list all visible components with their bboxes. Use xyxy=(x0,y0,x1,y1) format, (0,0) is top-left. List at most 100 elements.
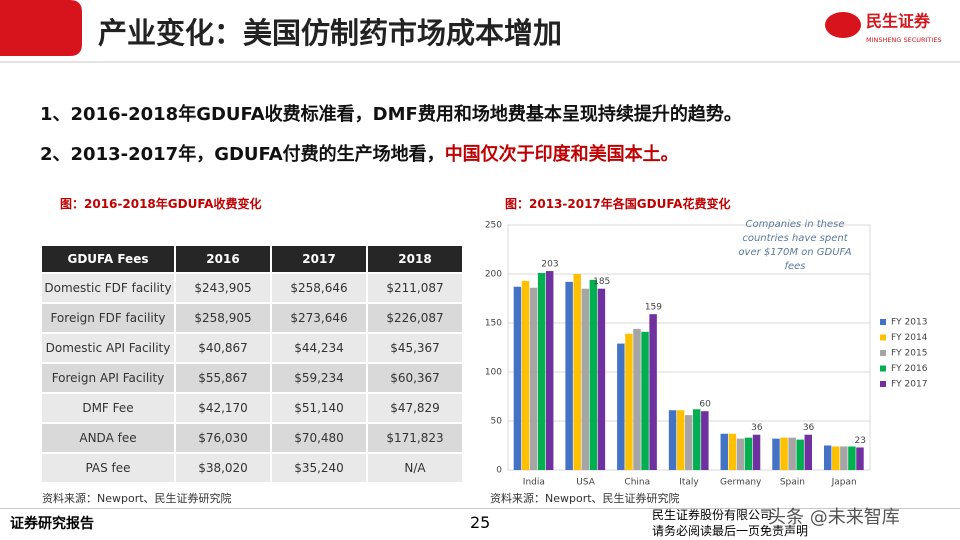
title-tab xyxy=(0,0,82,56)
x-tick-label: Italy xyxy=(679,478,699,488)
bullet-text: 1、2016-2018年GDUFA收费标准看，DMF费用和场地费基本呈现持续提升… xyxy=(40,104,742,125)
bar xyxy=(772,438,780,470)
legend-label: FY 2013 xyxy=(891,318,927,328)
bar xyxy=(823,445,832,470)
bar xyxy=(641,331,649,470)
x-tick-label: Germany xyxy=(720,478,762,488)
bar xyxy=(796,439,804,470)
table-cell: $51,140 xyxy=(272,394,366,422)
column-header: GDUFA Fees xyxy=(42,246,174,272)
table-cell: $243,905 xyxy=(176,274,270,302)
x-tick-label: USA xyxy=(576,478,595,488)
x-tick-label: Japan xyxy=(831,478,857,488)
bar xyxy=(752,434,761,470)
y-tick-label: 200 xyxy=(485,270,502,280)
bar xyxy=(545,271,554,470)
bar xyxy=(720,433,729,470)
bar xyxy=(573,274,581,470)
data-label: 203 xyxy=(541,260,558,270)
table-cell: $258,646 xyxy=(272,274,366,302)
legend-label: FY 2017 xyxy=(891,380,927,390)
logo-mark xyxy=(825,12,861,38)
table-cell: PAS fee xyxy=(42,454,174,482)
legend-swatch xyxy=(880,319,886,325)
table-row: Domestic API Facility $40,867 $44,234 $45,3… xyxy=(42,334,462,362)
table-row: Foreign FDF facility $258,905 $273,646 $226… xyxy=(42,304,462,332)
bar xyxy=(840,446,848,470)
header-bar: 民生证券 MINSHENG SECURITIES xyxy=(0,0,960,63)
table-cell: $38,020 xyxy=(176,454,270,482)
bar xyxy=(649,314,657,470)
bar xyxy=(633,328,641,470)
bar xyxy=(581,288,590,470)
footer-rule xyxy=(0,508,960,509)
bar xyxy=(832,446,840,470)
footer-company: 民生证券股份有限公司 xyxy=(652,508,773,522)
y-tick-label: 50 xyxy=(491,417,503,427)
chart: 0 50 100 150 200 250 India 203 USA 185 China 159 Ita… xyxy=(485,219,928,488)
chart-caption: 图：2013-2017年各国GDUFA花费变化 xyxy=(505,197,731,211)
bar xyxy=(676,410,685,470)
data-label: 36 xyxy=(803,423,815,433)
table-source: 资料来源：Newport、民生证券研究院 xyxy=(42,492,232,505)
legend-swatch xyxy=(880,350,886,356)
bar xyxy=(856,447,864,470)
bar xyxy=(589,279,598,470)
table-cell: $226,087 xyxy=(368,304,462,332)
legend-swatch xyxy=(880,334,886,341)
bar xyxy=(625,333,633,470)
bar xyxy=(804,434,812,470)
table-row: PAS fee $38,020 $35,240 N/A xyxy=(42,454,462,482)
fee-table: GDUFA Fees 2016 2017 2018 Domestic FDF facil… xyxy=(40,244,464,484)
bar xyxy=(565,281,573,470)
table-cell: Domestic FDF facility xyxy=(42,274,174,302)
table-cell: $35,240 xyxy=(272,454,366,482)
table-cell: DMF Fee xyxy=(42,394,174,422)
y-tick-label: 0 xyxy=(496,466,502,476)
header-row: GDUFA Fees 2016 2017 2018 xyxy=(42,246,462,272)
table-cell: $44,234 xyxy=(272,334,366,362)
column-header: 2018 xyxy=(368,246,462,272)
data-label: 159 xyxy=(645,303,662,313)
table-cell: $273,646 xyxy=(272,304,366,332)
data-label: 36 xyxy=(751,423,763,433)
annotation: Companies in these xyxy=(745,219,844,230)
table-cell: $55,867 xyxy=(176,364,270,392)
bar xyxy=(744,437,753,470)
table-row: DMF Fee $42,170 $51,140 $47,829 xyxy=(42,394,462,422)
footer-left: 证券研究报告 xyxy=(10,516,94,532)
logo-name: 民生证券 xyxy=(866,12,931,31)
data-label: 23 xyxy=(855,436,866,446)
table-cell: $258,905 xyxy=(176,304,270,332)
table-cell: $70,480 xyxy=(272,424,366,452)
data-label: 60 xyxy=(699,400,711,410)
bar xyxy=(521,280,530,470)
data-label: 185 xyxy=(593,277,610,287)
page-number: 25 xyxy=(470,513,491,532)
chart-source: 资料来源：Newport、民生证券研究院 xyxy=(490,492,680,505)
bar xyxy=(736,438,745,470)
column-header: 2017 xyxy=(272,246,366,272)
table-row: Foreign API Facility $55,867 $59,234 $60,36… xyxy=(42,364,462,392)
bullet: 1、2016-2018年GDUFA收费标准看，DMF费用和场地费基本呈现持续提升… xyxy=(40,100,742,126)
y-tick-label: 150 xyxy=(485,319,502,329)
watermark: 头条 @未来智库 xyxy=(768,507,900,528)
bar xyxy=(529,287,538,470)
bullet-text: 2、2013-2017年，GDUFA付费的生产场地看， xyxy=(40,144,445,165)
bar xyxy=(537,273,546,470)
table-row: Domestic FDF facility $243,905 $258,646 $21… xyxy=(42,274,462,302)
table-cell: $211,087 xyxy=(368,274,462,302)
title: 产业变化：美国仿制药市场成本增加 xyxy=(98,16,563,50)
legend-label: FY 2016 xyxy=(891,364,928,374)
bar xyxy=(693,409,701,470)
table-caption: 图：2016-2018年GDUFA收费变化 xyxy=(60,197,262,211)
bar xyxy=(617,343,625,470)
bar xyxy=(848,446,856,470)
table-cell: $59,234 xyxy=(272,364,366,392)
y-tick-label: 250 xyxy=(485,221,502,231)
annotation: countries have spent xyxy=(742,233,848,244)
bullet: 2、2013-2017年，GDUFA付费的生产场地看，中国仅次于印度和美国本土。 xyxy=(40,140,679,166)
x-tick-label: China xyxy=(624,478,650,488)
annotation: fees xyxy=(784,261,805,272)
bar xyxy=(701,411,709,470)
